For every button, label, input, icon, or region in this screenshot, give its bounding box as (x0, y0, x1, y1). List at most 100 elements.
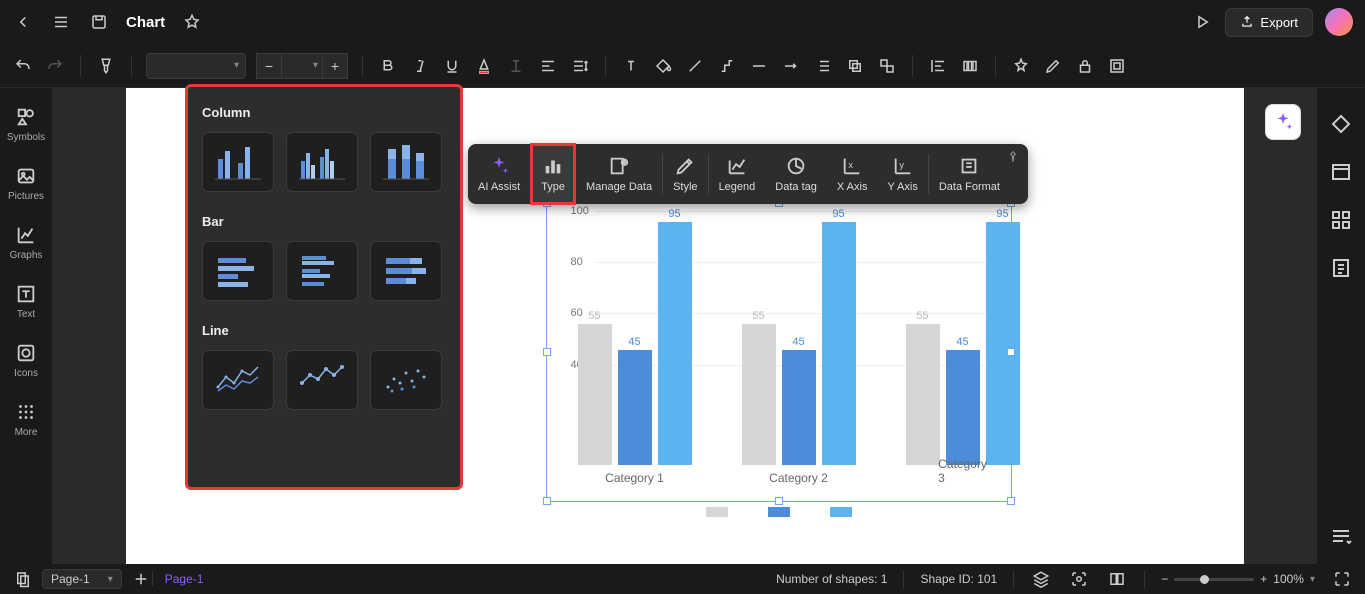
sidebar-item-label: Icons (14, 368, 38, 379)
legend-swatch-3 (830, 507, 852, 517)
font-select[interactable]: ▾ (146, 53, 246, 79)
status-bar: Page-1 ▾ Page-1 Number of shapes: 1 Shap… (0, 564, 1365, 594)
bar-value-label: 55 (916, 310, 928, 322)
ai-assist-float-button[interactable] (1265, 104, 1301, 140)
line-chart-thumb-1[interactable] (202, 350, 274, 410)
chart-legend (547, 507, 1011, 517)
bold-icon[interactable] (377, 55, 399, 77)
distribute-icon[interactable] (959, 55, 981, 77)
manage-data-button[interactable]: Manage Data (576, 144, 662, 204)
layers-icon[interactable] (1030, 568, 1052, 590)
back-icon[interactable] (12, 11, 34, 33)
page-tab-1[interactable]: Page-1 (152, 572, 216, 586)
grid-icon[interactable] (1329, 208, 1353, 232)
legend-icon (726, 155, 748, 177)
connector-icon[interactable] (716, 55, 738, 77)
decrease-size-button[interactable]: − (256, 53, 282, 79)
add-page-button[interactable] (130, 568, 152, 590)
chart-toolbar: AI Assist Type Manage Data Style Legend … (468, 144, 1028, 204)
legend-button[interactable]: Legend (709, 144, 766, 204)
bar-value-label: 45 (628, 336, 640, 348)
zoom-in-button[interactable]: + (1260, 572, 1267, 586)
line-icon[interactable] (684, 55, 706, 77)
bar-chart-thumb-1[interactable] (202, 241, 274, 301)
settings-list-icon[interactable] (1329, 524, 1353, 548)
underline-icon[interactable] (441, 55, 463, 77)
data-tag-button[interactable]: Data tag (765, 144, 827, 204)
export-button[interactable]: Export (1225, 8, 1313, 37)
sidebar-item-more[interactable]: More (15, 401, 38, 438)
bar-value-label: 95 (832, 208, 844, 220)
sidebar-item-symbols[interactable]: Symbols (7, 106, 45, 143)
chart-bar (618, 350, 652, 465)
increase-size-button[interactable]: + (322, 53, 348, 79)
zoom-out-button[interactable]: − (1161, 572, 1168, 586)
avatar[interactable] (1325, 8, 1353, 36)
sidebar-item-graphs[interactable]: Graphs (10, 224, 43, 261)
group-icon[interactable] (844, 55, 866, 77)
left-sidebar: Symbols Pictures Graphs Text Icons More (0, 88, 52, 564)
bars-icon (542, 155, 564, 177)
arrow-style-icon[interactable] (780, 55, 802, 77)
sidebar-item-pictures[interactable]: Pictures (8, 165, 44, 202)
selected-chart[interactable]: 406080100554595Category 1554595Category … (546, 202, 1012, 502)
chart-bar (906, 324, 940, 465)
fullscreen-icon[interactable] (1331, 568, 1353, 590)
text-highlight-icon[interactable] (505, 55, 527, 77)
column-chart-thumb-3[interactable] (370, 132, 442, 192)
stroke-style-icon[interactable] (748, 55, 770, 77)
font-size-stepper[interactable]: − ▾ + (256, 53, 348, 79)
undo-icon[interactable] (12, 55, 34, 77)
italic-icon[interactable] (409, 55, 431, 77)
line-chart-thumb-3[interactable] (370, 350, 442, 410)
column-chart-thumb-1[interactable] (202, 132, 274, 192)
column-chart-thumb-2[interactable] (286, 132, 358, 192)
menu-icon[interactable] (50, 11, 72, 33)
line-spacing-icon[interactable] (569, 55, 591, 77)
redo-icon[interactable] (44, 55, 66, 77)
align-icon[interactable] (537, 55, 559, 77)
toolbar-label: AI Assist (478, 181, 520, 193)
list-icon[interactable] (812, 55, 834, 77)
theme-icon[interactable] (1329, 112, 1353, 136)
line-chart-thumb-2[interactable] (286, 350, 358, 410)
sidebar-item-text[interactable]: Text (15, 283, 37, 320)
text-box-icon[interactable] (620, 55, 642, 77)
save-icon[interactable] (88, 11, 110, 33)
pin-icon[interactable] (1006, 150, 1020, 164)
sidebar-item-icons[interactable]: Icons (14, 342, 38, 379)
pages-icon[interactable] (12, 568, 34, 590)
focus-icon[interactable] (1068, 568, 1090, 590)
star-icon[interactable] (181, 11, 203, 33)
style-button[interactable]: Style (663, 144, 707, 204)
effects-icon[interactable] (1010, 55, 1032, 77)
bar-value-label: 55 (752, 310, 764, 322)
y-tick-label: 80 (571, 256, 583, 268)
manage-data-icon (608, 155, 630, 177)
bar-chart-thumb-3[interactable] (370, 241, 442, 301)
format-painter-icon[interactable] (95, 55, 117, 77)
book-icon[interactable] (1106, 568, 1128, 590)
notes-icon[interactable] (1329, 256, 1353, 280)
font-color-icon[interactable] (473, 55, 495, 77)
ungroup-icon[interactable] (876, 55, 898, 77)
zoom-slider[interactable] (1174, 578, 1254, 581)
type-section-column: Column (202, 105, 446, 120)
lock-icon[interactable] (1074, 55, 1096, 77)
edit-icon[interactable] (1042, 55, 1064, 77)
bar-value-label: 95 (996, 208, 1008, 220)
x-axis-button[interactable]: x X Axis (827, 144, 878, 204)
type-button[interactable]: Type (531, 144, 575, 204)
zoom-control[interactable]: − + 100% ▾ (1161, 572, 1315, 586)
font-size-input[interactable]: ▾ (282, 53, 322, 79)
fill-icon[interactable] (652, 55, 674, 77)
play-icon[interactable] (1191, 11, 1213, 33)
y-axis-button[interactable]: y Y Axis (877, 144, 927, 204)
page-dropdown[interactable]: Page-1 ▾ (42, 569, 122, 589)
panel-icon[interactable] (1329, 160, 1353, 184)
align-objects-icon[interactable] (927, 55, 949, 77)
bar-chart-thumb-2[interactable] (286, 241, 358, 301)
ai-assist-button[interactable]: AI Assist (468, 144, 530, 204)
container-icon[interactable] (1106, 55, 1128, 77)
data-format-button[interactable]: Data Format (929, 144, 1028, 204)
